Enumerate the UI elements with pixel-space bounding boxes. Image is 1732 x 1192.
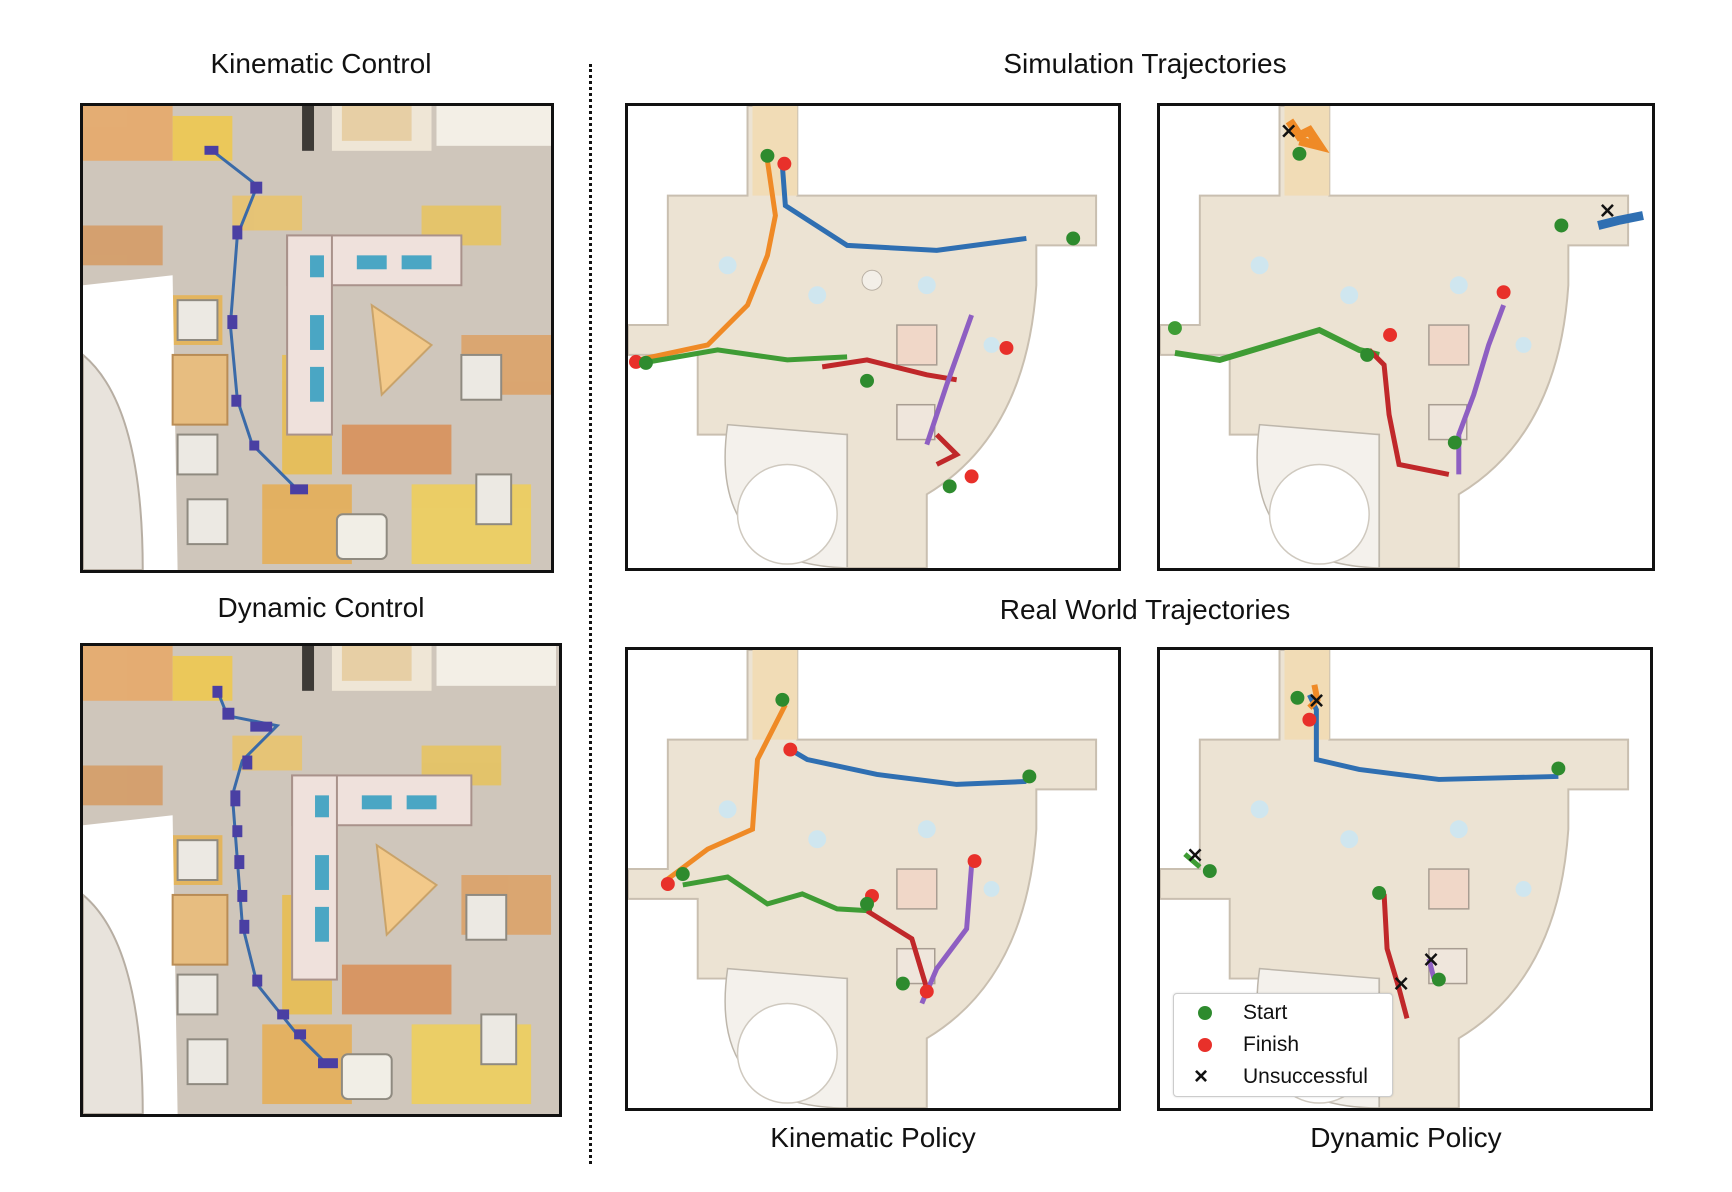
start-marker xyxy=(1167,321,1182,336)
legend: Start Finish × Unsuccessful xyxy=(1173,993,1393,1097)
real-kinematic-map xyxy=(628,650,1118,1108)
start-marker xyxy=(775,692,790,707)
kinematic-policy-caption: Kinematic Policy xyxy=(770,1122,976,1153)
start-marker xyxy=(1022,769,1037,784)
trajectory-red-2 xyxy=(934,432,961,467)
sim-dynamic-panel: × × xyxy=(1157,103,1655,571)
start-marker xyxy=(1372,885,1387,900)
finish-marker xyxy=(964,469,979,484)
start-marker xyxy=(860,896,874,911)
trajectory-red xyxy=(865,908,930,990)
unsuccessful-marker: × xyxy=(1307,689,1325,714)
sim-dynamic-map: × × xyxy=(1160,106,1652,568)
trajectory-orange xyxy=(666,703,788,881)
finish-marker xyxy=(999,340,1014,355)
sim-kinematic-map xyxy=(628,106,1118,568)
unsuccessful-marker: × xyxy=(1598,199,1616,224)
finish-marker xyxy=(1383,328,1398,342)
start-marker xyxy=(638,355,653,370)
finish-marker xyxy=(967,854,982,869)
start-marker xyxy=(1447,435,1462,450)
legend-finish: Finish xyxy=(1174,1030,1392,1060)
sim-kinematic-panel xyxy=(625,103,1121,571)
unsuccessful-marker: × xyxy=(1186,843,1204,868)
legend-unsuccessful: × Unsuccessful xyxy=(1174,1062,1392,1092)
start-marker xyxy=(1290,690,1305,705)
kinematic-control-map xyxy=(83,106,551,570)
finish-marker xyxy=(783,742,798,757)
start-marker xyxy=(760,148,775,163)
dynamic-control-map xyxy=(83,646,559,1114)
kinematic-control-panel xyxy=(80,103,554,573)
start-marker xyxy=(1066,231,1081,246)
start-icon xyxy=(1198,1006,1212,1020)
trajectory-blue xyxy=(1307,693,1559,782)
dynamic-control-title: Dynamic Control xyxy=(217,592,425,623)
cross-icon: × xyxy=(1194,1063,1209,1090)
trajectory-green xyxy=(642,347,848,366)
trajectory-purple xyxy=(1426,958,1437,980)
dynamic-control-panel xyxy=(80,643,562,1117)
unsuccessful-marker: × xyxy=(1392,972,1410,997)
real-dynamic-panel: × × × × xyxy=(1157,647,1653,1111)
finish-marker xyxy=(919,984,934,999)
floor-plan xyxy=(1160,106,1652,568)
trajectory-blue xyxy=(1597,211,1644,230)
unsuccessful-marker: × xyxy=(1280,119,1298,144)
trajectory-orange xyxy=(637,160,778,363)
floor-plan xyxy=(628,106,1118,568)
start-marker xyxy=(1554,218,1569,233)
real-world-trajectories-title: Real World Trajectories xyxy=(999,594,1291,625)
real-kinematic-panel xyxy=(625,647,1121,1111)
trajectory-orange xyxy=(1285,118,1330,153)
trajectory-purple xyxy=(924,314,974,446)
start-marker xyxy=(1431,972,1446,987)
finish-marker xyxy=(660,877,675,891)
start-marker xyxy=(860,373,874,388)
legend-start-label: Start xyxy=(1243,1001,1288,1024)
legend-unsuccessful-label: Unsuccessful xyxy=(1243,1065,1368,1088)
start-marker xyxy=(942,479,957,494)
finish-marker xyxy=(1302,712,1317,727)
start-marker xyxy=(1551,761,1566,776)
trajectory-blue xyxy=(779,165,1027,253)
start-marker xyxy=(895,976,910,991)
finish-marker xyxy=(1496,285,1511,300)
start-marker xyxy=(1292,146,1307,161)
section-divider xyxy=(589,64,592,1164)
start-marker xyxy=(1202,864,1217,879)
unsuccessful-marker: × xyxy=(1422,948,1440,973)
trajectory-green xyxy=(682,874,873,914)
trajectory-orange xyxy=(1307,684,1321,710)
trajectory-green xyxy=(1183,852,1202,869)
floor-plan xyxy=(628,650,1118,1108)
simulation-trajectories-title: Simulation Trajectories xyxy=(1003,48,1287,79)
trajectory-red xyxy=(821,357,958,383)
dynamic-policy-caption: Dynamic Policy xyxy=(1310,1122,1502,1153)
finish-marker xyxy=(777,156,792,171)
start-marker xyxy=(1360,347,1375,362)
finish-icon xyxy=(1198,1038,1212,1052)
trajectory-blue xyxy=(789,747,1027,787)
legend-finish-label: Finish xyxy=(1243,1033,1300,1056)
trajectory-red xyxy=(1367,348,1450,477)
legend-start: Start xyxy=(1174,998,1392,1028)
trajectory-red xyxy=(1381,893,1410,1020)
kinematic-control-title: Kinematic Control xyxy=(210,48,432,79)
start-marker xyxy=(675,867,690,881)
